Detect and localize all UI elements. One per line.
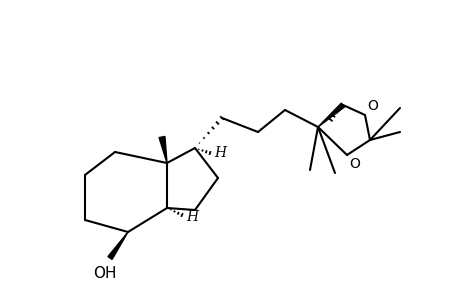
Polygon shape (108, 232, 128, 260)
Text: H: H (213, 146, 226, 160)
Text: O: O (366, 99, 377, 113)
Text: OH: OH (93, 266, 117, 281)
Text: O: O (348, 157, 359, 171)
Polygon shape (159, 136, 167, 163)
Text: H: H (185, 210, 198, 224)
Polygon shape (317, 103, 344, 127)
